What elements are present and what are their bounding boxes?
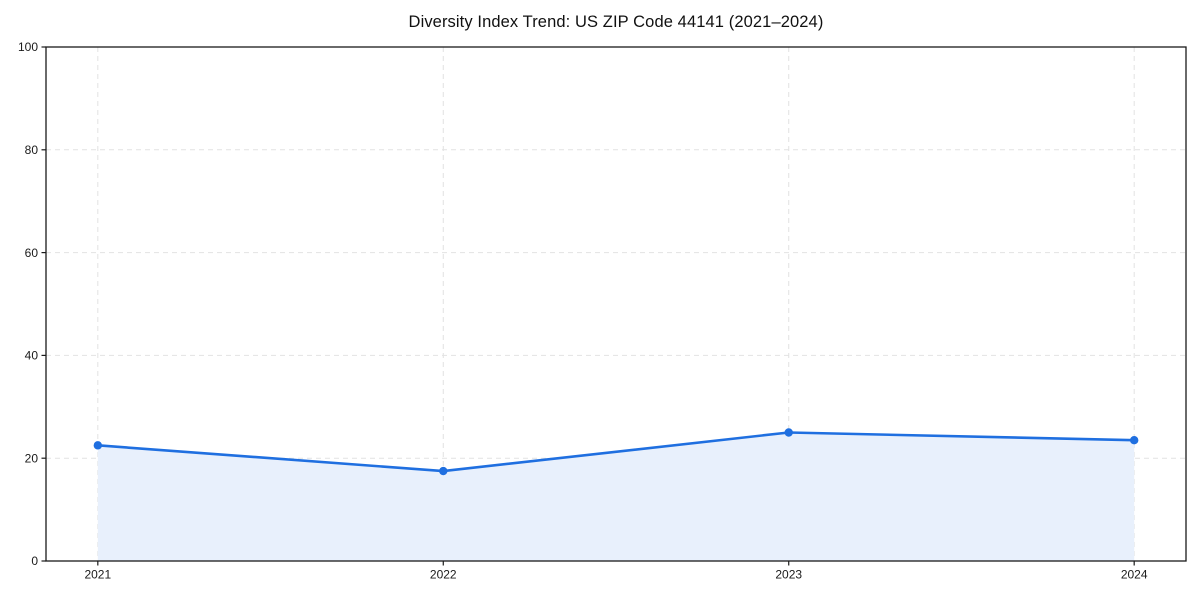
trend-line: [96, 431, 1136, 473]
y-tick-label: 40: [25, 349, 39, 363]
y-tick-label: 100: [18, 40, 38, 54]
y-tick-label: 20: [25, 451, 39, 465]
y-tick-label: 80: [25, 143, 39, 157]
x-tick-label: 2024: [1121, 568, 1148, 582]
data-point-2022: [439, 466, 448, 476]
x-tick-label: 2022: [430, 568, 457, 582]
x-tick-label: 2021: [84, 568, 111, 582]
y-tick-label: 60: [25, 246, 39, 260]
data-point-2021: [93, 441, 103, 450]
y-tick-label: 0: [31, 554, 38, 568]
data-point-2023: [784, 428, 793, 437]
data-point-2024: [1129, 436, 1139, 445]
x-tick-label: 2023: [775, 568, 802, 582]
chart-title: Diversity Index Trend: US ZIP Code 44141…: [408, 13, 824, 31]
plot-border: [45, 46, 1187, 562]
